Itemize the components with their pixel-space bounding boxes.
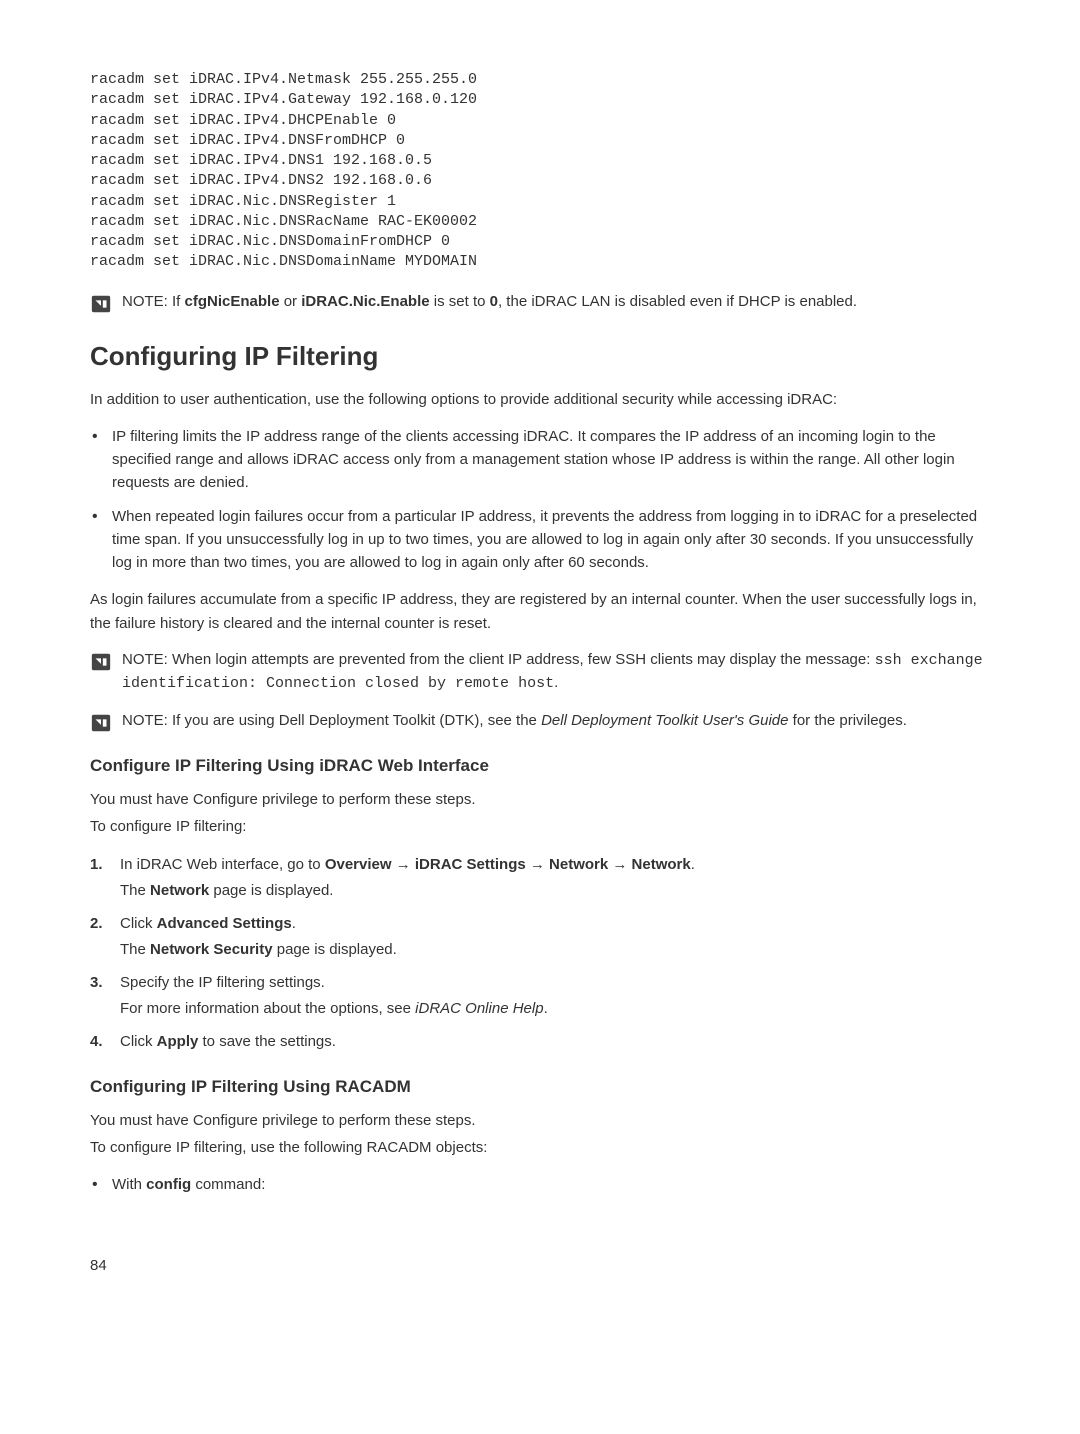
code-line: racadm set iDRAC.IPv4.Gateway 192.168.0.… bbox=[90, 91, 477, 108]
text: If you are using Dell Deployment Toolkit… bbox=[168, 712, 541, 729]
text: . bbox=[554, 674, 558, 691]
paragraph: You must have Configure privilege to per… bbox=[90, 1109, 990, 1132]
bold-text: Advanced Settings bbox=[157, 915, 292, 932]
code-line: racadm set iDRAC.Nic.DNSDomainName MYDOM… bbox=[90, 253, 477, 270]
list-item: When repeated login failures occur from … bbox=[90, 505, 990, 575]
paragraph: In addition to user authentication, use … bbox=[90, 388, 990, 411]
list-item: With config command: bbox=[90, 1173, 990, 1196]
text: or bbox=[280, 293, 302, 310]
note-icon bbox=[90, 712, 112, 734]
text: With bbox=[112, 1176, 146, 1193]
note-icon bbox=[90, 651, 112, 673]
note: NOTE: If you are using Dell Deployment T… bbox=[90, 710, 990, 734]
ordered-list: In iDRAC Web interface, go to Overview →… bbox=[90, 852, 990, 1055]
text: command: bbox=[191, 1176, 265, 1193]
bullet-list: IP filtering limits the IP address range… bbox=[90, 425, 990, 575]
code-line: racadm set iDRAC.Nic.DNSRegister 1 bbox=[90, 193, 396, 210]
bold-text: Apply bbox=[157, 1033, 199, 1050]
paragraph: As login failures accumulate from a spec… bbox=[90, 588, 990, 635]
paragraph: To configure IP filtering: bbox=[90, 815, 990, 838]
text: The bbox=[120, 941, 150, 958]
bold-text: Network Security bbox=[150, 941, 273, 958]
text: . bbox=[544, 1000, 548, 1017]
text: . bbox=[292, 915, 296, 932]
list-item: IP filtering limits the IP address range… bbox=[90, 425, 990, 495]
list-item: Specify the IP filtering settings. For m… bbox=[90, 970, 990, 1021]
paragraph: You must have Configure privilege to per… bbox=[90, 788, 990, 811]
code-line: racadm set iDRAC.IPv4.DNS2 192.168.0.6 bbox=[90, 172, 432, 189]
text: . bbox=[691, 856, 695, 873]
code-block: racadm set iDRAC.IPv4.Netmask 255.255.25… bbox=[90, 70, 990, 273]
list-item: In iDRAC Web interface, go to Overview →… bbox=[90, 852, 990, 903]
note-icon bbox=[90, 293, 112, 315]
code-line: racadm set iDRAC.IPv4.DNS1 192.168.0.5 bbox=[90, 152, 432, 169]
bold-text: config bbox=[146, 1176, 191, 1193]
text: Specify the IP filtering settings. bbox=[120, 974, 325, 991]
list-item: Click Apply to save the settings. bbox=[90, 1029, 990, 1055]
text: In iDRAC Web interface, go to bbox=[120, 856, 325, 873]
page-number: 84 bbox=[90, 1257, 990, 1274]
text: page is displayed. bbox=[273, 941, 397, 958]
note: NOTE: If cfgNicEnable or iDRAC.Nic.Enabl… bbox=[90, 291, 990, 315]
text: for the privileges. bbox=[789, 712, 907, 729]
document-page: racadm set iDRAC.IPv4.Netmask 255.255.25… bbox=[0, 0, 1080, 1314]
bold-text: Network bbox=[150, 882, 209, 899]
note-text: NOTE: If cfgNicEnable or iDRAC.Nic.Enabl… bbox=[122, 291, 857, 314]
bold-text: cfgNicEnable bbox=[185, 293, 280, 310]
text: The bbox=[120, 882, 150, 899]
text: to save the settings. bbox=[198, 1033, 336, 1050]
bold-text: iDRAC.Nic.Enable bbox=[301, 293, 429, 310]
text: When login attempts are prevented from t… bbox=[168, 651, 875, 668]
subheading: Configure IP Filtering Using iDRAC Web I… bbox=[90, 756, 990, 776]
note-label: NOTE: bbox=[122, 712, 168, 729]
italic-text: Dell Deployment Toolkit User's Guide bbox=[541, 712, 788, 729]
note-text: NOTE: When login attempts are prevented … bbox=[122, 649, 990, 696]
list-item: Click Advanced Settings. The Network Sec… bbox=[90, 911, 990, 962]
section-heading: Configuring IP Filtering bbox=[90, 341, 990, 372]
note-label: NOTE: bbox=[122, 293, 168, 310]
text: , the iDRAC LAN is disabled even if DHCP… bbox=[498, 293, 857, 310]
italic-text: iDRAC Online Help bbox=[415, 1000, 543, 1017]
bullet-list: With config command: bbox=[90, 1173, 990, 1196]
text: Click bbox=[120, 915, 157, 932]
note: NOTE: When login attempts are prevented … bbox=[90, 649, 990, 696]
code-line: racadm set iDRAC.IPv4.Netmask 255.255.25… bbox=[90, 71, 477, 88]
note-text: NOTE: If you are using Dell Deployment T… bbox=[122, 710, 907, 733]
paragraph: To configure IP filtering, use the follo… bbox=[90, 1136, 990, 1159]
code-line: racadm set iDRAC.IPv4.DHCPEnable 0 bbox=[90, 112, 396, 129]
text: If bbox=[168, 293, 185, 310]
subheading: Configuring IP Filtering Using RACADM bbox=[90, 1077, 990, 1097]
text: Click bbox=[120, 1033, 157, 1050]
note-label: NOTE: bbox=[122, 651, 168, 668]
bold-text: 0 bbox=[490, 293, 498, 310]
code-line: racadm set iDRAC.IPv4.DNSFromDHCP 0 bbox=[90, 132, 405, 149]
text: is set to bbox=[430, 293, 490, 310]
text: For more information about the options, … bbox=[120, 1000, 415, 1017]
bold-text: Overview → iDRAC Settings → Network → Ne… bbox=[325, 856, 691, 873]
text: page is displayed. bbox=[209, 882, 333, 899]
code-line: racadm set iDRAC.Nic.DNSRacName RAC-EK00… bbox=[90, 213, 477, 230]
code-line: racadm set iDRAC.Nic.DNSDomainFromDHCP 0 bbox=[90, 233, 450, 250]
